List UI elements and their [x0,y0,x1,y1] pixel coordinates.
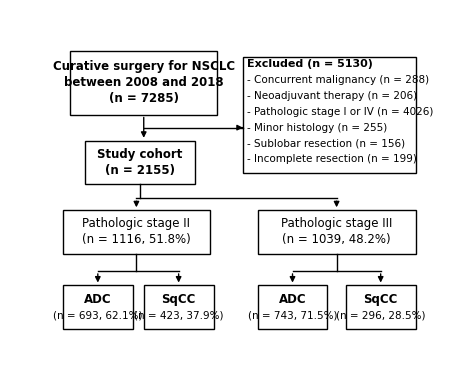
Text: (n = 7285): (n = 7285) [109,92,179,105]
FancyBboxPatch shape [63,210,210,253]
Text: Pathologic stage II: Pathologic stage II [82,217,191,230]
Text: - Sublobar resection (n = 156): - Sublobar resection (n = 156) [247,139,405,149]
Text: (n = 1116, 51.8%): (n = 1116, 51.8%) [82,233,191,246]
Text: Study cohort: Study cohort [97,148,183,161]
FancyBboxPatch shape [70,51,217,115]
Text: (n = 296, 28.5%): (n = 296, 28.5%) [336,310,426,320]
Text: - Concurrent malignancy (n = 288): - Concurrent malignancy (n = 288) [247,75,429,85]
Text: SqCC: SqCC [162,293,196,306]
Text: - Pathologic stage I or IV (n = 4026): - Pathologic stage I or IV (n = 4026) [247,107,434,117]
Text: (n = 2155): (n = 2155) [105,164,175,177]
FancyBboxPatch shape [243,57,416,173]
Text: (n = 1039, 48.2%): (n = 1039, 48.2%) [283,233,391,246]
FancyBboxPatch shape [144,285,213,329]
Text: (n = 693, 62.1%): (n = 693, 62.1%) [53,310,143,320]
Text: - Incomplete resection (n = 199): - Incomplete resection (n = 199) [247,155,417,164]
FancyBboxPatch shape [85,141,195,184]
Text: between 2008 and 2018: between 2008 and 2018 [64,76,224,89]
FancyBboxPatch shape [346,285,416,329]
Text: SqCC: SqCC [364,293,398,306]
Text: Curative surgery for NSCLC: Curative surgery for NSCLC [53,60,235,73]
Text: - Neoadjuvant therapy (n = 206): - Neoadjuvant therapy (n = 206) [247,91,418,101]
Text: ADC: ADC [279,293,306,306]
FancyBboxPatch shape [258,210,416,253]
Text: (n = 743, 71.5%): (n = 743, 71.5%) [248,310,337,320]
Text: Pathologic stage III: Pathologic stage III [281,217,392,230]
Text: - Minor histology (n = 255): - Minor histology (n = 255) [247,123,388,133]
FancyBboxPatch shape [258,285,328,329]
FancyBboxPatch shape [63,285,133,329]
Text: Excluded (n = 5130): Excluded (n = 5130) [247,59,373,69]
Text: ADC: ADC [84,293,112,306]
Text: (n = 423, 37.9%): (n = 423, 37.9%) [134,310,223,320]
